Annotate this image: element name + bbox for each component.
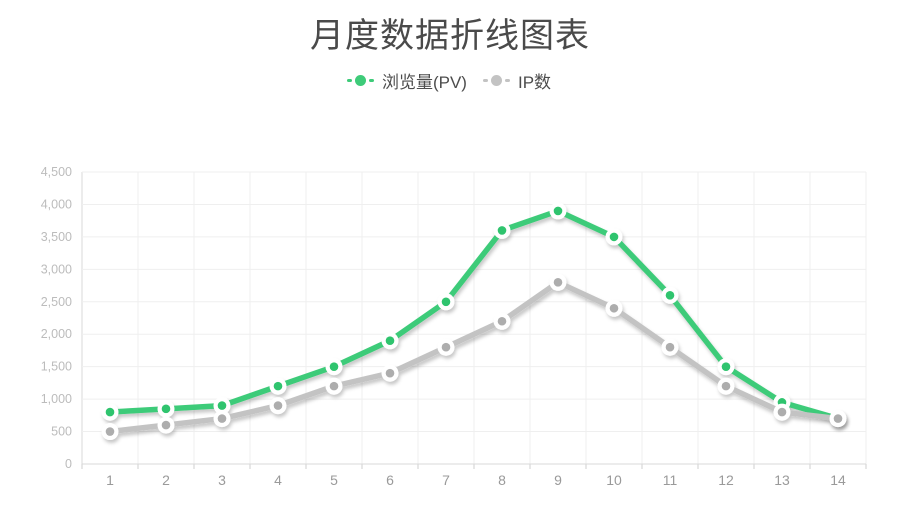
x-axis-category-label: 6 (386, 472, 394, 488)
series-line (107, 279, 841, 435)
y-axis-tick-label: 4,000 (41, 197, 72, 211)
data-point-dot (497, 226, 507, 235)
y-axis-tick-label: 1,500 (41, 360, 72, 374)
data-point-dot (217, 401, 227, 410)
x-axis-category-label: 3 (218, 472, 226, 488)
legend-line-segment-icon (368, 79, 374, 82)
y-axis-tick-label: 500 (51, 425, 72, 439)
x-axis-category-label: 7 (442, 472, 450, 488)
legend: 浏览量(PV) IP数 (0, 68, 900, 93)
y-axis-tick-label: 2,000 (41, 327, 72, 341)
data-point-dot (385, 368, 395, 378)
x-axis-category-label: 4 (274, 472, 282, 488)
x-axis-category-label: 9 (554, 472, 562, 488)
data-point-dot (161, 420, 171, 430)
data-point-dot (665, 290, 675, 300)
x-axis-category-label: 11 (663, 472, 678, 488)
series-ip (101, 273, 847, 441)
x-axis-category-label: 8 (498, 472, 506, 488)
data-point-dot (329, 381, 339, 391)
axis-label-layer: 0 500 1,000 1,500 2,000 2,500 3,000 3,500 4,000 4… (41, 165, 846, 488)
y-axis-tick-label: 1,000 (41, 392, 72, 406)
data-point-dot (441, 297, 451, 307)
x-axis-category-label: 13 (774, 472, 790, 488)
legend-line-segment-icon (346, 79, 352, 82)
y-axis-tick-label: 2,500 (41, 295, 72, 309)
x-axis-category-label: 14 (830, 472, 846, 488)
data-point-dot (105, 407, 115, 417)
data-point-dot (721, 362, 731, 371)
y-axis-tick-label: 3,000 (41, 262, 72, 276)
data-point-dot (553, 278, 563, 287)
x-axis-category-label: 12 (718, 472, 734, 488)
data-point-dot (665, 342, 675, 352)
data-point-dot (217, 414, 227, 423)
x-axis-category-label: 2 (162, 472, 170, 488)
data-point-dot (385, 336, 395, 346)
data-point-dot (161, 404, 171, 414)
series-layer (101, 202, 847, 441)
y-axis-tick-label: 3,500 (41, 230, 72, 244)
data-point-dot (553, 206, 563, 216)
legend-label-pv: 浏览量(PV) (381, 73, 467, 92)
data-point-dot (609, 232, 619, 242)
x-axis-category-label: 10 (606, 472, 622, 488)
legend-circle-marker-icon (354, 75, 366, 86)
y-axis-tick-label: 4,500 (41, 165, 72, 179)
data-point-dot (329, 362, 339, 371)
grid-layer (81, 171, 867, 469)
data-point-dot (721, 381, 731, 391)
legend-line-segment-icon (482, 79, 488, 82)
legend-item-pv[interactable]: 浏览量(PV) (346, 68, 469, 93)
data-point-dot (273, 381, 283, 391)
y-axis-tick-label: 0 (65, 457, 72, 471)
legend-item-ip[interactable]: IP数 (482, 68, 553, 93)
data-point-dot (833, 414, 843, 423)
series-line (107, 208, 841, 422)
data-point-dot (777, 407, 787, 417)
data-point-dot (105, 427, 115, 436)
data-point-dot (273, 401, 283, 410)
legend-label-ip: IP数 (517, 73, 552, 92)
legend-line-segment-icon (504, 79, 510, 82)
data-point-dot (497, 316, 507, 326)
chart-title: 月度数据折线图表 (310, 17, 590, 55)
x-axis-category-label: 5 (330, 472, 338, 488)
x-axis-category-label: 1 (106, 472, 114, 488)
data-point-dot (441, 342, 451, 352)
legend-circle-marker-icon (490, 75, 502, 86)
data-point-dot (609, 303, 619, 313)
